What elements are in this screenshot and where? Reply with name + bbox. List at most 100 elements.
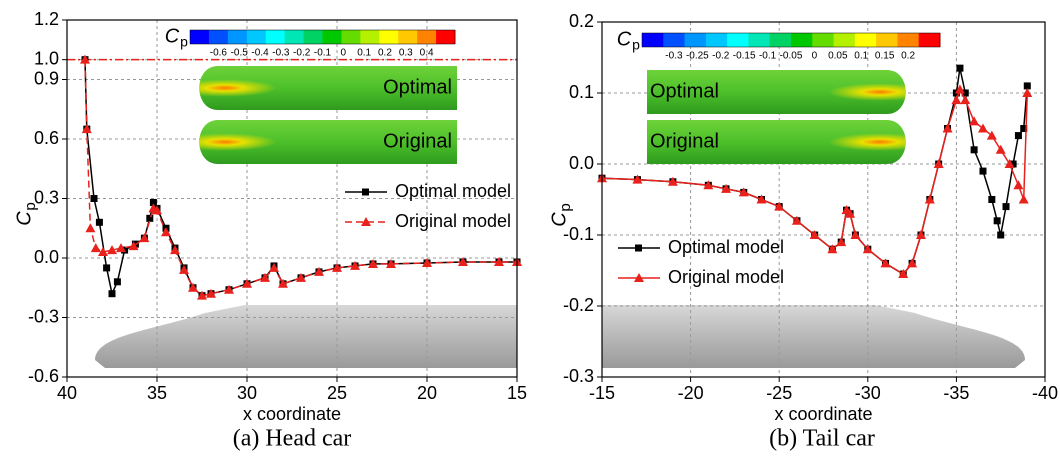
inset-label: Original — [383, 130, 452, 152]
y-tick-label: 0.9 — [34, 68, 59, 88]
colorbar-swatch — [436, 30, 456, 44]
marker — [146, 214, 154, 222]
panel: -0.3 -0.25 -0.2 -0.15 -0.1 -0.05 0 0.05 0.1 0.15 0… — [548, 11, 1058, 452]
marker — [1013, 180, 1024, 190]
colorbar-tick-label: -0.5 — [231, 48, 249, 59]
marker — [850, 230, 861, 239]
marker — [862, 244, 873, 254]
marker — [667, 176, 678, 186]
marker — [970, 146, 978, 154]
inset-label: Optimal — [650, 80, 719, 102]
x-tick-label: 20 — [417, 383, 437, 403]
marker — [907, 258, 918, 268]
colorbar-tick-label: -0.1 — [759, 51, 777, 62]
marker — [152, 205, 162, 215]
marker — [386, 258, 396, 268]
x-tick-label: 40 — [57, 383, 77, 403]
legend-label: Original model — [395, 211, 511, 231]
pressure-hotspot — [647, 120, 906, 164]
colorbar-swatch — [284, 30, 305, 44]
colorbar-swatch — [812, 33, 835, 47]
colorbar-swatch — [769, 33, 792, 47]
marker — [314, 266, 324, 276]
colorbar-tick-label: -0.05 — [780, 51, 803, 62]
marker — [836, 237, 847, 247]
colorbar-label-sub: p — [180, 34, 188, 50]
x-tick-label: -35 — [943, 383, 969, 403]
x-tick-label: 30 — [237, 383, 257, 403]
colorbar-swatch — [398, 30, 418, 44]
marker — [368, 258, 378, 268]
marker — [960, 95, 971, 105]
marker — [969, 116, 980, 126]
colorbar-swatch — [265, 30, 286, 44]
colorbar-swatch — [208, 30, 229, 44]
inset-label: Optimal — [383, 76, 452, 98]
colorbar-tick-label: -0.3 — [272, 48, 290, 59]
y-tick-label: -0.3 — [28, 306, 59, 326]
legend-marker — [362, 188, 369, 196]
marker — [224, 284, 234, 294]
colorbar-swatch — [918, 33, 941, 47]
colorbar-label: C — [617, 28, 632, 50]
legend-label: Original model — [668, 267, 784, 287]
marker — [809, 230, 820, 239]
colorbar-tick-label: 0.3 — [399, 48, 413, 59]
marker — [845, 208, 856, 218]
colorbar-swatch — [897, 33, 920, 47]
colorbar-swatch — [727, 33, 749, 47]
y-tick-label: -0.2 — [563, 295, 594, 315]
colorbar-swatch — [791, 33, 813, 47]
colorbar-swatch — [379, 30, 399, 44]
legend-marker — [634, 273, 644, 282]
plot-frame — [601, 21, 1046, 378]
x-tick-label: -15 — [589, 383, 615, 403]
marker — [1009, 160, 1017, 168]
colorbar-frame — [189, 29, 456, 45]
legend-label: Optimal model — [395, 181, 511, 201]
colorbar-swatch — [642, 33, 664, 47]
marker — [85, 223, 96, 233]
marker — [1004, 159, 1015, 168]
series-line — [84, 59, 517, 297]
colorbar-tick-label: -0.15 — [733, 51, 756, 62]
marker — [993, 217, 1001, 225]
marker — [632, 174, 643, 184]
colorbar-swatch — [322, 30, 342, 44]
pressure-hotspot — [647, 70, 906, 114]
x-tick-label: -25 — [766, 383, 792, 403]
colorbar-tick-label: 0.15 — [875, 51, 895, 62]
pressure-hotspot — [199, 120, 457, 164]
marker — [933, 159, 944, 168]
marker — [827, 244, 838, 254]
train-silhouette — [602, 305, 1025, 368]
colorbar-tick-label: 0.2 — [901, 51, 915, 62]
marker — [997, 231, 1005, 239]
colorbar-swatch — [246, 30, 267, 44]
marker — [242, 278, 252, 288]
legend-label: Optimal model — [668, 237, 784, 257]
marker — [80, 54, 90, 64]
colorbar-frame — [641, 32, 941, 48]
colorbar-tick-label: 0.1 — [357, 48, 371, 59]
marker — [951, 95, 962, 105]
marker — [98, 247, 108, 257]
marker — [90, 243, 101, 253]
marker — [296, 272, 306, 282]
y-axis-label-main: C — [13, 211, 35, 226]
colorbar-swatch — [854, 33, 877, 47]
marker — [738, 187, 749, 197]
colorbar-swatch — [748, 33, 771, 47]
y-axis-label-sub: p — [557, 203, 574, 211]
marker — [90, 195, 98, 202]
x-axis-label: x coordinate — [243, 404, 341, 424]
marker — [956, 64, 964, 72]
colorbar-swatch — [303, 30, 323, 44]
y-tick-label: -0.1 — [563, 224, 594, 244]
pressure-hotspot — [199, 66, 457, 110]
marker — [924, 194, 935, 204]
marker — [128, 241, 139, 251]
colorbar-tick-label: 0.2 — [378, 48, 392, 59]
marker — [332, 262, 342, 272]
